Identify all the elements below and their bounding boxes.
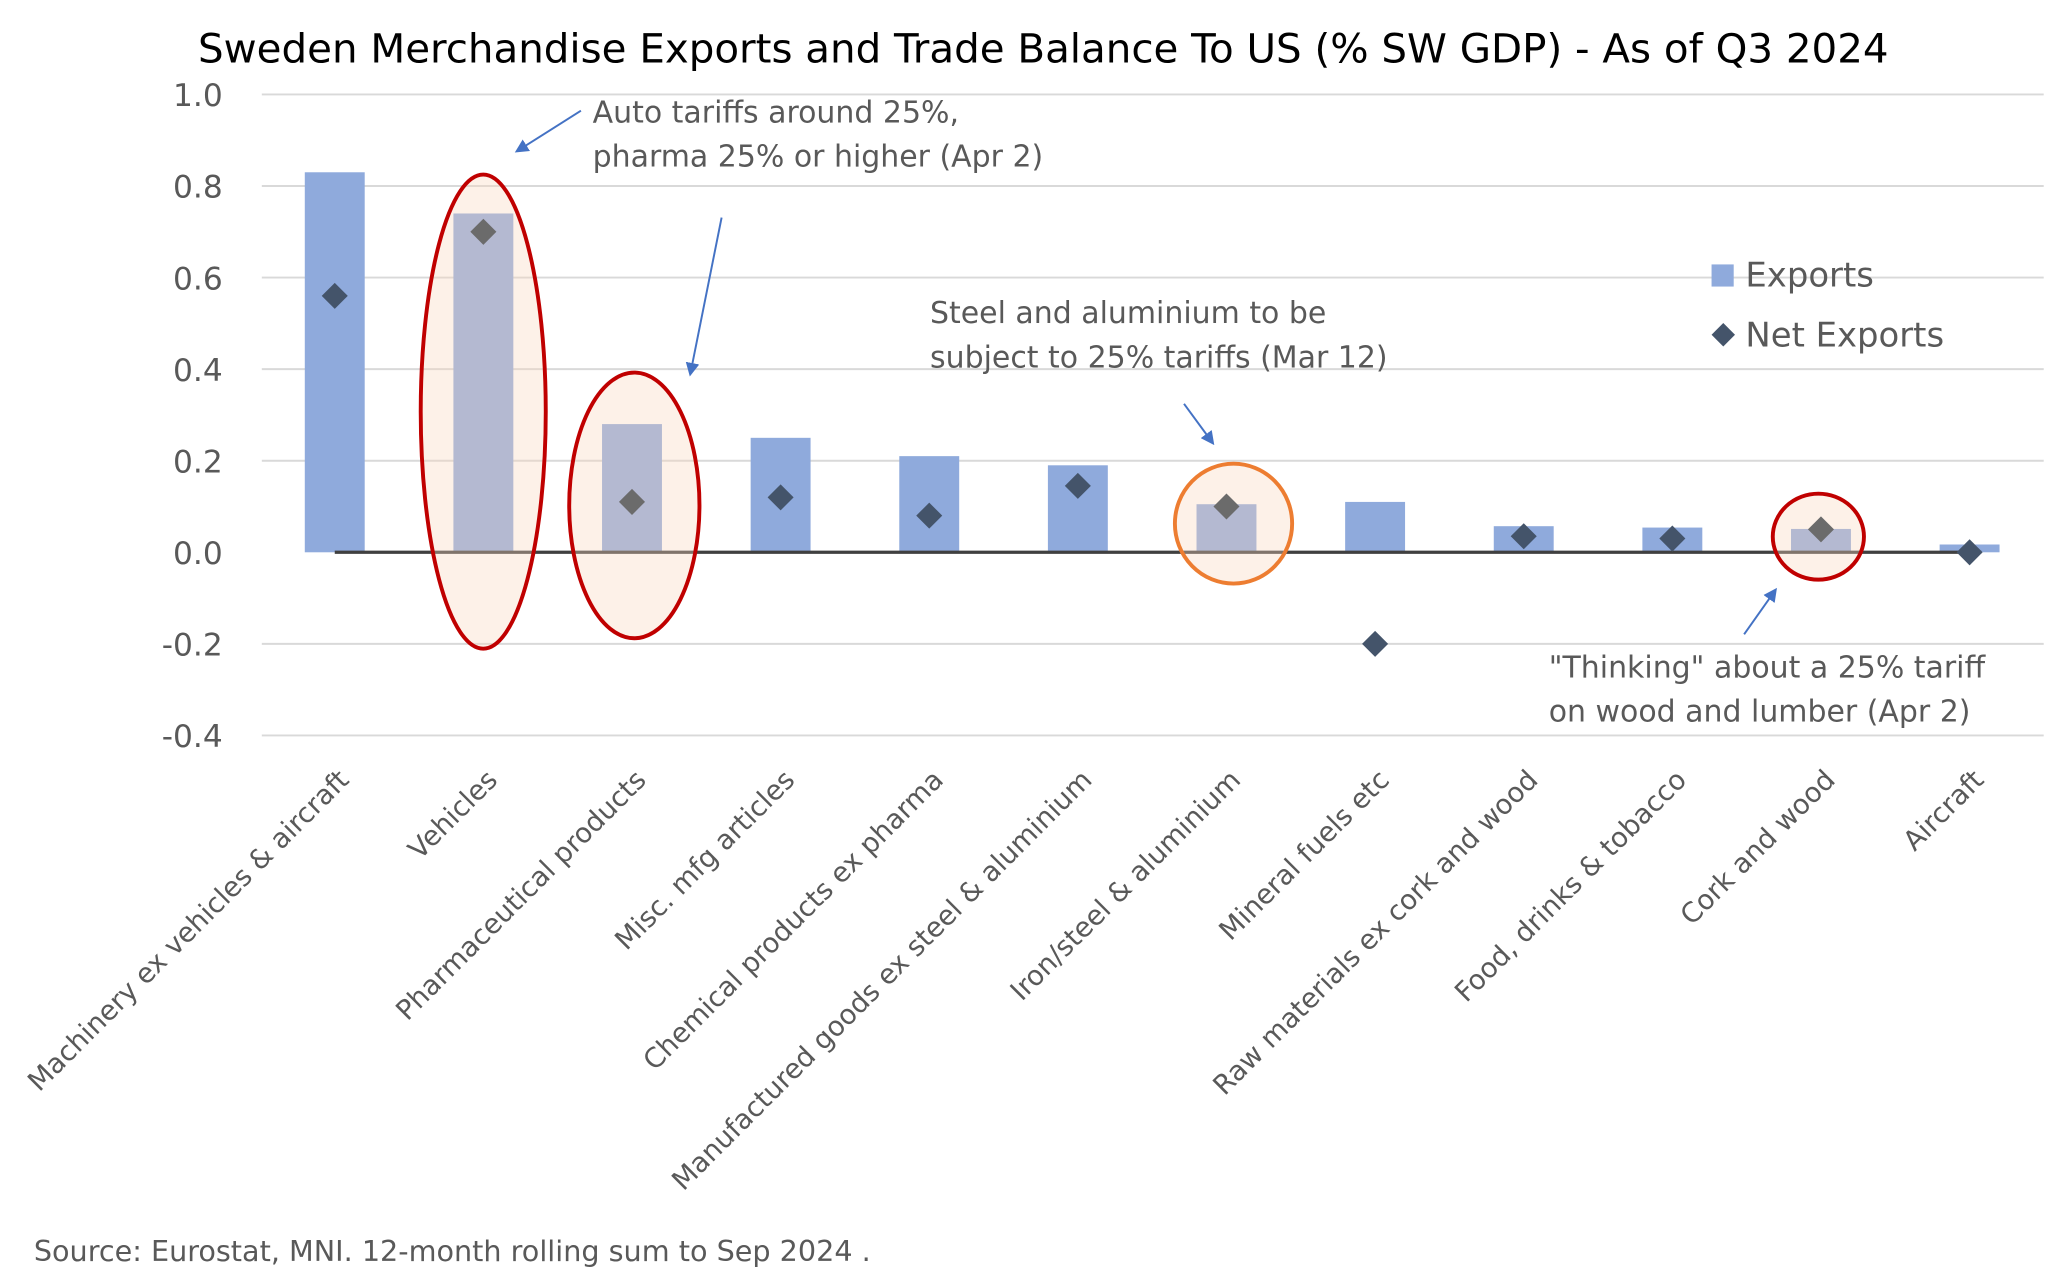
bar-exports <box>453 213 514 553</box>
point-net-exports <box>1510 523 1537 550</box>
y-tick-label: 0.0 <box>173 536 223 572</box>
y-tick-label: 1.0 <box>173 78 223 114</box>
y-tick-label: -0.2 <box>162 628 223 664</box>
annotation-text: pharma 25% or higher (Apr 2) <box>593 140 1044 175</box>
annotation-text: on wood and lumber (Apr 2) <box>1549 695 1971 730</box>
point-net-exports <box>916 502 943 529</box>
x-category-label: Raw materials ex cork and wood <box>1207 765 1544 1102</box>
point-net-exports <box>767 484 794 511</box>
highlight-ellipse <box>418 172 548 651</box>
y-tick-label: -0.4 <box>162 719 223 755</box>
x-category-label: Vehicles <box>403 765 504 866</box>
y-tick-label: 0.6 <box>173 261 223 297</box>
point-net-exports <box>1807 516 1834 543</box>
legend-net-exports-marker <box>1711 323 1736 347</box>
arrow <box>1743 587 1777 635</box>
highlight-ellipse <box>1172 461 1295 586</box>
annotation-auto-pharma: Auto tariffs around 25%, pharma 25% or h… <box>514 95 1044 377</box>
arrow <box>1183 403 1215 446</box>
annotation-steel: Steel and aluminium to be subject to 25%… <box>930 296 1388 446</box>
chart-title: Sweden Merchandise Exports and Trade Bal… <box>198 26 1889 73</box>
x-category-label: Aircraft <box>1898 764 1991 857</box>
annotation-text: "Thinking" about a 25% tariff <box>1549 650 1987 685</box>
x-category-label: Pharmaceutical products <box>390 765 652 1027</box>
bar-exports <box>1345 501 1406 553</box>
y-tick-label: 0.2 <box>173 444 223 480</box>
source-note: Source: Eurostat, MNI. 12-month rolling … <box>34 1234 871 1268</box>
legend-net-exports-label: Net Exports <box>1745 315 1944 354</box>
arrow <box>514 109 582 153</box>
annotation-text: Auto tariffs around 25%, <box>593 95 959 130</box>
y-tick-label: 0.8 <box>173 170 223 206</box>
bar-exports <box>602 424 662 553</box>
x-category-label: Cork and wood <box>1675 765 1842 932</box>
y-tick-label: 0.4 <box>173 353 223 389</box>
bar-exports <box>304 172 365 553</box>
annotation-text: Steel and aluminium to be <box>930 296 1326 331</box>
legend-exports-label: Exports <box>1745 256 1873 295</box>
arrow <box>685 217 723 377</box>
point-net-exports <box>1956 539 1983 566</box>
legend: Exports Net Exports <box>1711 256 1944 354</box>
x-category-label: Machinery ex vehicles & aircraft <box>22 764 355 1097</box>
point-net-exports <box>1362 630 1389 657</box>
point-net-exports <box>470 218 497 245</box>
point-net-exports <box>1659 525 1686 552</box>
legend-exports-swatch <box>1711 264 1734 287</box>
point-net-exports <box>1064 472 1091 499</box>
annotation-wood: "Thinking" about a 25% tariff on wood an… <box>1549 587 1987 730</box>
x-category-label: Chemical products ex pharma <box>638 765 950 1077</box>
annotation-text: subject to 25% tariffs (Mar 12) <box>930 340 1388 375</box>
point-net-exports <box>321 282 348 309</box>
